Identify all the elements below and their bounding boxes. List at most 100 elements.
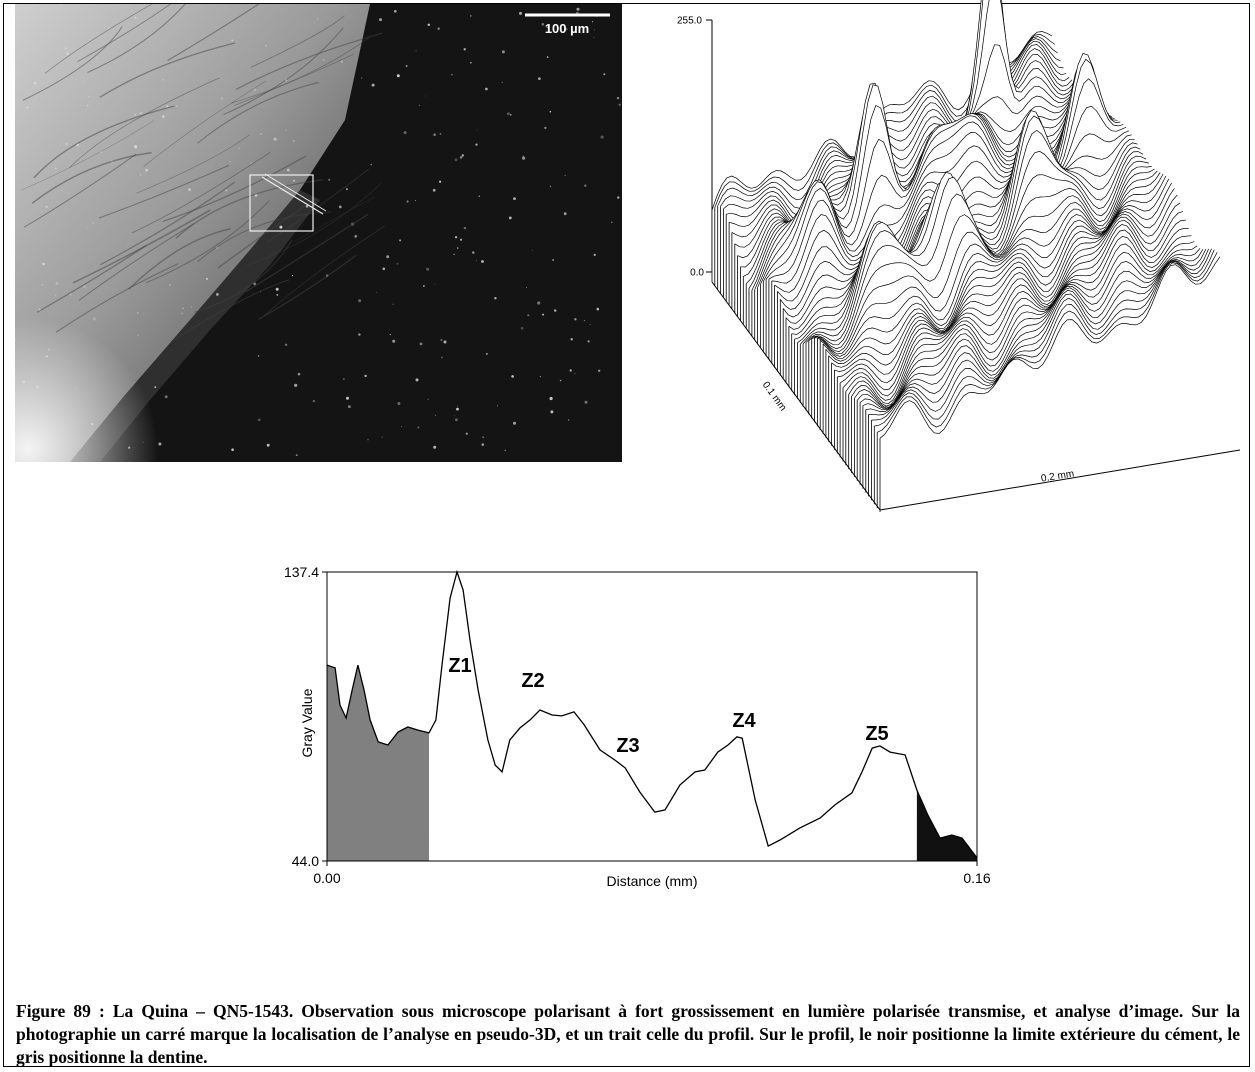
- speckle: [396, 263, 399, 265]
- speckle: [587, 340, 590, 343]
- speckle: [617, 196, 620, 199]
- speckle: [520, 326, 524, 330]
- speckle: [90, 27, 92, 29]
- surface-row: [731, 2, 1073, 238]
- speckle: [546, 26, 548, 29]
- growth-line: [20, 120, 155, 191]
- surface-row: [868, 248, 1209, 416]
- growth-line: [100, 181, 236, 266]
- speckle: [563, 212, 567, 216]
- speckle: [231, 448, 234, 452]
- speckle: [87, 96, 90, 98]
- speckle: [603, 73, 606, 76]
- speckle: [440, 338, 443, 342]
- speckle: [265, 45, 267, 47]
- growth-line: [31, 151, 152, 204]
- speckle: [478, 195, 480, 197]
- speckle: [20, 102, 21, 104]
- speckle: [312, 399, 316, 403]
- speckle: [406, 200, 409, 203]
- bright-zone: [15, 200, 275, 462]
- speckle: [291, 275, 294, 277]
- speckle: [456, 247, 459, 249]
- growth-line: [78, 223, 195, 301]
- surface-row: [845, 219, 1186, 401]
- growth-line: [246, 182, 382, 267]
- speckle: [476, 129, 478, 131]
- speckle: [33, 81, 37, 85]
- speckle: [169, 284, 171, 286]
- speckle: [225, 189, 228, 192]
- speckles: [15, 4, 621, 456]
- speckle: [316, 18, 318, 20]
- speckle: [549, 185, 552, 188]
- speckle: [26, 106, 29, 109]
- speckle: [455, 418, 458, 422]
- speckle: [417, 426, 420, 429]
- speckle: [265, 147, 267, 149]
- speckle: [47, 23, 49, 25]
- zone-annotation: Z4: [732, 710, 756, 732]
- scale-bar-label: 100 µm: [545, 21, 589, 36]
- speckle: [45, 355, 48, 358]
- speckle: [188, 188, 191, 191]
- growth-line: [175, 179, 324, 239]
- speckle: [346, 396, 349, 400]
- speckle: [154, 386, 157, 388]
- speckle: [432, 188, 436, 192]
- surface-row: [865, 249, 1207, 412]
- speckle: [86, 104, 89, 107]
- width-axis-label: 0.2 mm: [1040, 468, 1075, 484]
- speckle: [541, 23, 545, 26]
- growth-line: [143, 80, 267, 167]
- speckle: [42, 262, 45, 266]
- shaded-zone: [916, 790, 977, 861]
- growth-line: [55, 263, 179, 333]
- speckle: [522, 155, 524, 157]
- speckle: [389, 333, 391, 336]
- speckle: [68, 192, 70, 194]
- speckle: [360, 77, 363, 79]
- surface-row: [842, 211, 1184, 397]
- speckle: [454, 415, 455, 416]
- speckle: [142, 441, 144, 443]
- speckle: [616, 96, 620, 100]
- speckle: [554, 309, 557, 312]
- speckle: [441, 356, 443, 359]
- speckle: [584, 184, 587, 187]
- speckle: [175, 105, 178, 107]
- figure-frame: [3, 3, 1250, 1067]
- speckle: [439, 180, 442, 183]
- growth-line: [69, 77, 220, 168]
- speckle: [456, 407, 459, 411]
- speckle: [284, 343, 288, 346]
- speckle: [443, 340, 447, 344]
- fills: [327, 665, 977, 861]
- surface-row: [848, 228, 1189, 405]
- speckle: [559, 379, 562, 382]
- speckle: [137, 334, 139, 336]
- growth-line: [217, 197, 317, 269]
- surface-row: [811, 166, 1152, 350]
- speckle: [481, 260, 484, 263]
- speckle: [546, 56, 549, 58]
- speckle: [276, 293, 279, 296]
- speckle: [433, 133, 436, 136]
- surface-row: [851, 235, 1192, 407]
- speckle: [348, 405, 351, 408]
- speckle: [513, 197, 516, 201]
- speckle: [364, 374, 367, 378]
- speckle: [55, 282, 59, 285]
- speckle: [266, 443, 270, 447]
- surface-row: [817, 170, 1158, 355]
- zone-annotation: Z1: [448, 655, 471, 677]
- speckle: [86, 227, 88, 229]
- speckle: [526, 287, 528, 289]
- speckle: [182, 307, 184, 309]
- speckle: [453, 253, 455, 256]
- speckle: [54, 167, 57, 170]
- speckle: [140, 174, 142, 176]
- surface-row: [854, 241, 1195, 408]
- speckle: [594, 29, 596, 31]
- speckle: [426, 267, 430, 271]
